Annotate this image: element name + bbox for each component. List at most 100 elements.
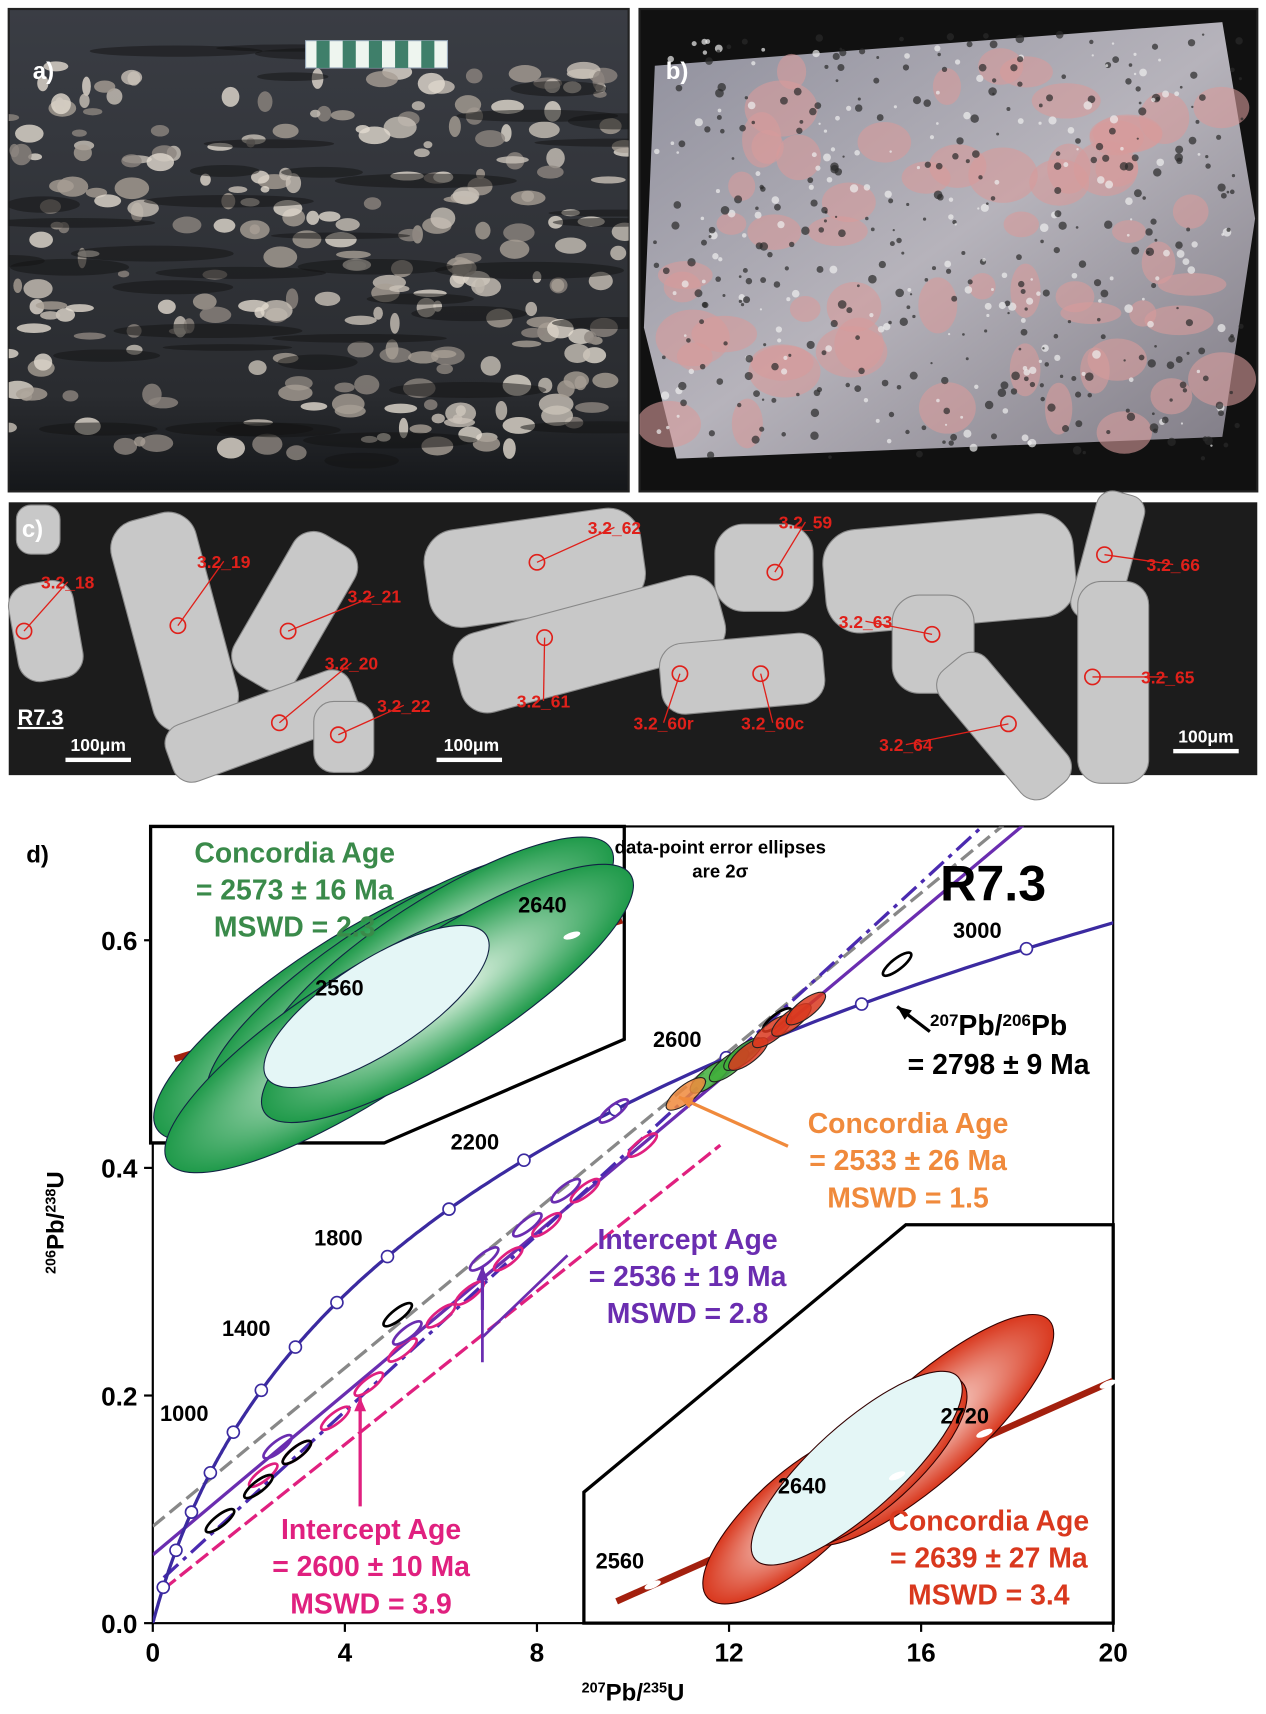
age-marker [331, 1297, 343, 1309]
panel-label: b) [666, 58, 689, 85]
error-ellipse [424, 1301, 458, 1331]
spot-label: 3.2_20 [325, 653, 378, 673]
age-annotation: Concordia Age [194, 837, 395, 869]
y-tick-label: 0.4 [101, 1154, 138, 1184]
spot-label: 3.2_60r [633, 713, 693, 733]
panel-label: d) [26, 841, 49, 868]
sample-label: R7.3 [17, 705, 63, 730]
error-ellipse [280, 1437, 314, 1467]
concordia-plot: 0481216200.00.20.40.6207Pb/235U206Pb/238… [42, 797, 1266, 1706]
age-annotation: Concordia Age [888, 1505, 1089, 1537]
spot-label: 3.2_62 [588, 518, 641, 538]
age-marker [289, 1341, 301, 1353]
superscript: 207 [582, 1681, 606, 1697]
zircon-grain [314, 701, 374, 772]
concordia-age-label: 1000 [160, 1401, 209, 1426]
spot-label: 3.2_21 [348, 587, 402, 607]
age-annotation: MSWD = 3.9 [290, 1588, 452, 1620]
scale-bar [1173, 749, 1238, 753]
error-ellipse [880, 949, 914, 979]
spot-label: 3.2_59 [779, 512, 833, 532]
age-annotation: = 2536 ± 19 Ma [589, 1261, 787, 1293]
concordia-age-label: 2600 [653, 1027, 702, 1052]
spot-label: 3.2_60c [741, 713, 804, 733]
zircon-grain [1078, 581, 1149, 783]
note: data-point error ellipses [615, 837, 826, 858]
pb-age-annotation: = 2798 ± 9 Ma [908, 1049, 1090, 1081]
age-marker [1020, 943, 1032, 955]
label-part: U [42, 1171, 69, 1188]
label-part: Pb/ [42, 1212, 69, 1250]
zircon-grain [658, 631, 827, 716]
x-tick-label: 0 [146, 1637, 161, 1667]
age-marker [185, 1506, 197, 1518]
age-annotation: Intercept Age [281, 1514, 461, 1546]
age-annotation: = 2639 ± 27 Ma [890, 1542, 1088, 1574]
label-part: Pb/ [606, 1680, 644, 1707]
x-tick-label: 16 [907, 1637, 936, 1667]
spot-label: 3.2_63 [839, 612, 893, 632]
spot-label: 3.2_19 [197, 552, 251, 572]
x-axis-label: 207Pb/235U [582, 1680, 685, 1707]
superscript: 238 [43, 1189, 59, 1213]
x-tick-label: 4 [338, 1637, 353, 1667]
inset-age-label: 2640 [518, 893, 567, 918]
scale-ruler [306, 41, 448, 68]
age-marker [443, 1203, 455, 1215]
age-annotation: Intercept Age [597, 1224, 777, 1256]
inset-age-label: 2560 [315, 976, 364, 1001]
arrow [679, 1097, 788, 1146]
age-annotation: MSWD = 2.8 [607, 1298, 769, 1330]
sample-title: R7.3 [940, 856, 1046, 912]
spot-label: 3.2_61 [517, 691, 571, 711]
y-axis-label: 206Pb/238U [42, 1171, 69, 1274]
superscript: 235 [643, 1681, 667, 1697]
spot-label: 3.2_64 [879, 735, 933, 755]
label-part: Pb [1031, 1010, 1067, 1042]
error-ellipse [385, 1335, 419, 1365]
concordia-age-label: 3000 [953, 918, 1002, 943]
scale-bar-label: 100μm [71, 735, 126, 755]
zircon-grain [715, 524, 813, 611]
age-annotation: = 2600 ± 10 Ma [272, 1551, 470, 1583]
x-tick-label: 20 [1099, 1637, 1128, 1667]
inset-age-label: 2720 [941, 1403, 990, 1428]
panel-label: c) [22, 516, 43, 543]
inset-age-label: 2640 [778, 1473, 827, 1498]
x-tick-label: 8 [530, 1637, 545, 1667]
rock-texture [637, 22, 1256, 460]
age-marker [1221, 886, 1233, 898]
scale-bar-label: 100μm [444, 735, 499, 755]
spot-label: 3.2_18 [41, 573, 95, 593]
spot-label: 3.2_65 [1141, 667, 1195, 687]
y-tick-label: 0.2 [101, 1381, 137, 1411]
error-ellipse [261, 1432, 295, 1462]
superscript: 206 [1003, 1010, 1031, 1029]
age-annotation: MSWD = 2.3 [214, 912, 376, 944]
age-annotation: = 2533 ± 26 Ma [809, 1145, 1007, 1177]
age-annotation: MSWD = 3.4 [908, 1580, 1070, 1612]
scale-bar-label: 100μm [1178, 726, 1233, 746]
spot-label: 3.2_22 [377, 696, 430, 716]
age-marker [157, 1581, 169, 1593]
superscript: 207 [930, 1010, 958, 1029]
scale-bar [65, 758, 130, 762]
age-marker [381, 1251, 393, 1263]
age-annotation: = 2573 ± 16 Ma [196, 875, 394, 907]
age-marker [255, 1384, 267, 1396]
concordia-age-label: 1800 [314, 1226, 363, 1251]
age-annotation: MSWD = 1.5 [827, 1182, 989, 1214]
age-marker [856, 998, 868, 1010]
y-tick-label: 0.0 [101, 1609, 137, 1639]
figure: a) b) c) R7.3 3.2_183.2_193.2_213.2_203.… [0, 0, 1266, 1714]
pb-age-annotation: 207Pb/206Pb [930, 1010, 1067, 1042]
note: are 2σ [692, 861, 748, 882]
inset-age-label: 2560 [596, 1549, 645, 1574]
scale-bar [437, 758, 502, 762]
x-tick-label: 12 [714, 1637, 743, 1667]
age-marker [170, 1544, 182, 1556]
y-tick-label: 0.6 [101, 926, 137, 956]
age-marker [227, 1426, 239, 1438]
spot-label: 3.2_66 [1147, 555, 1201, 575]
concordia-age-label: 2200 [451, 1129, 500, 1154]
